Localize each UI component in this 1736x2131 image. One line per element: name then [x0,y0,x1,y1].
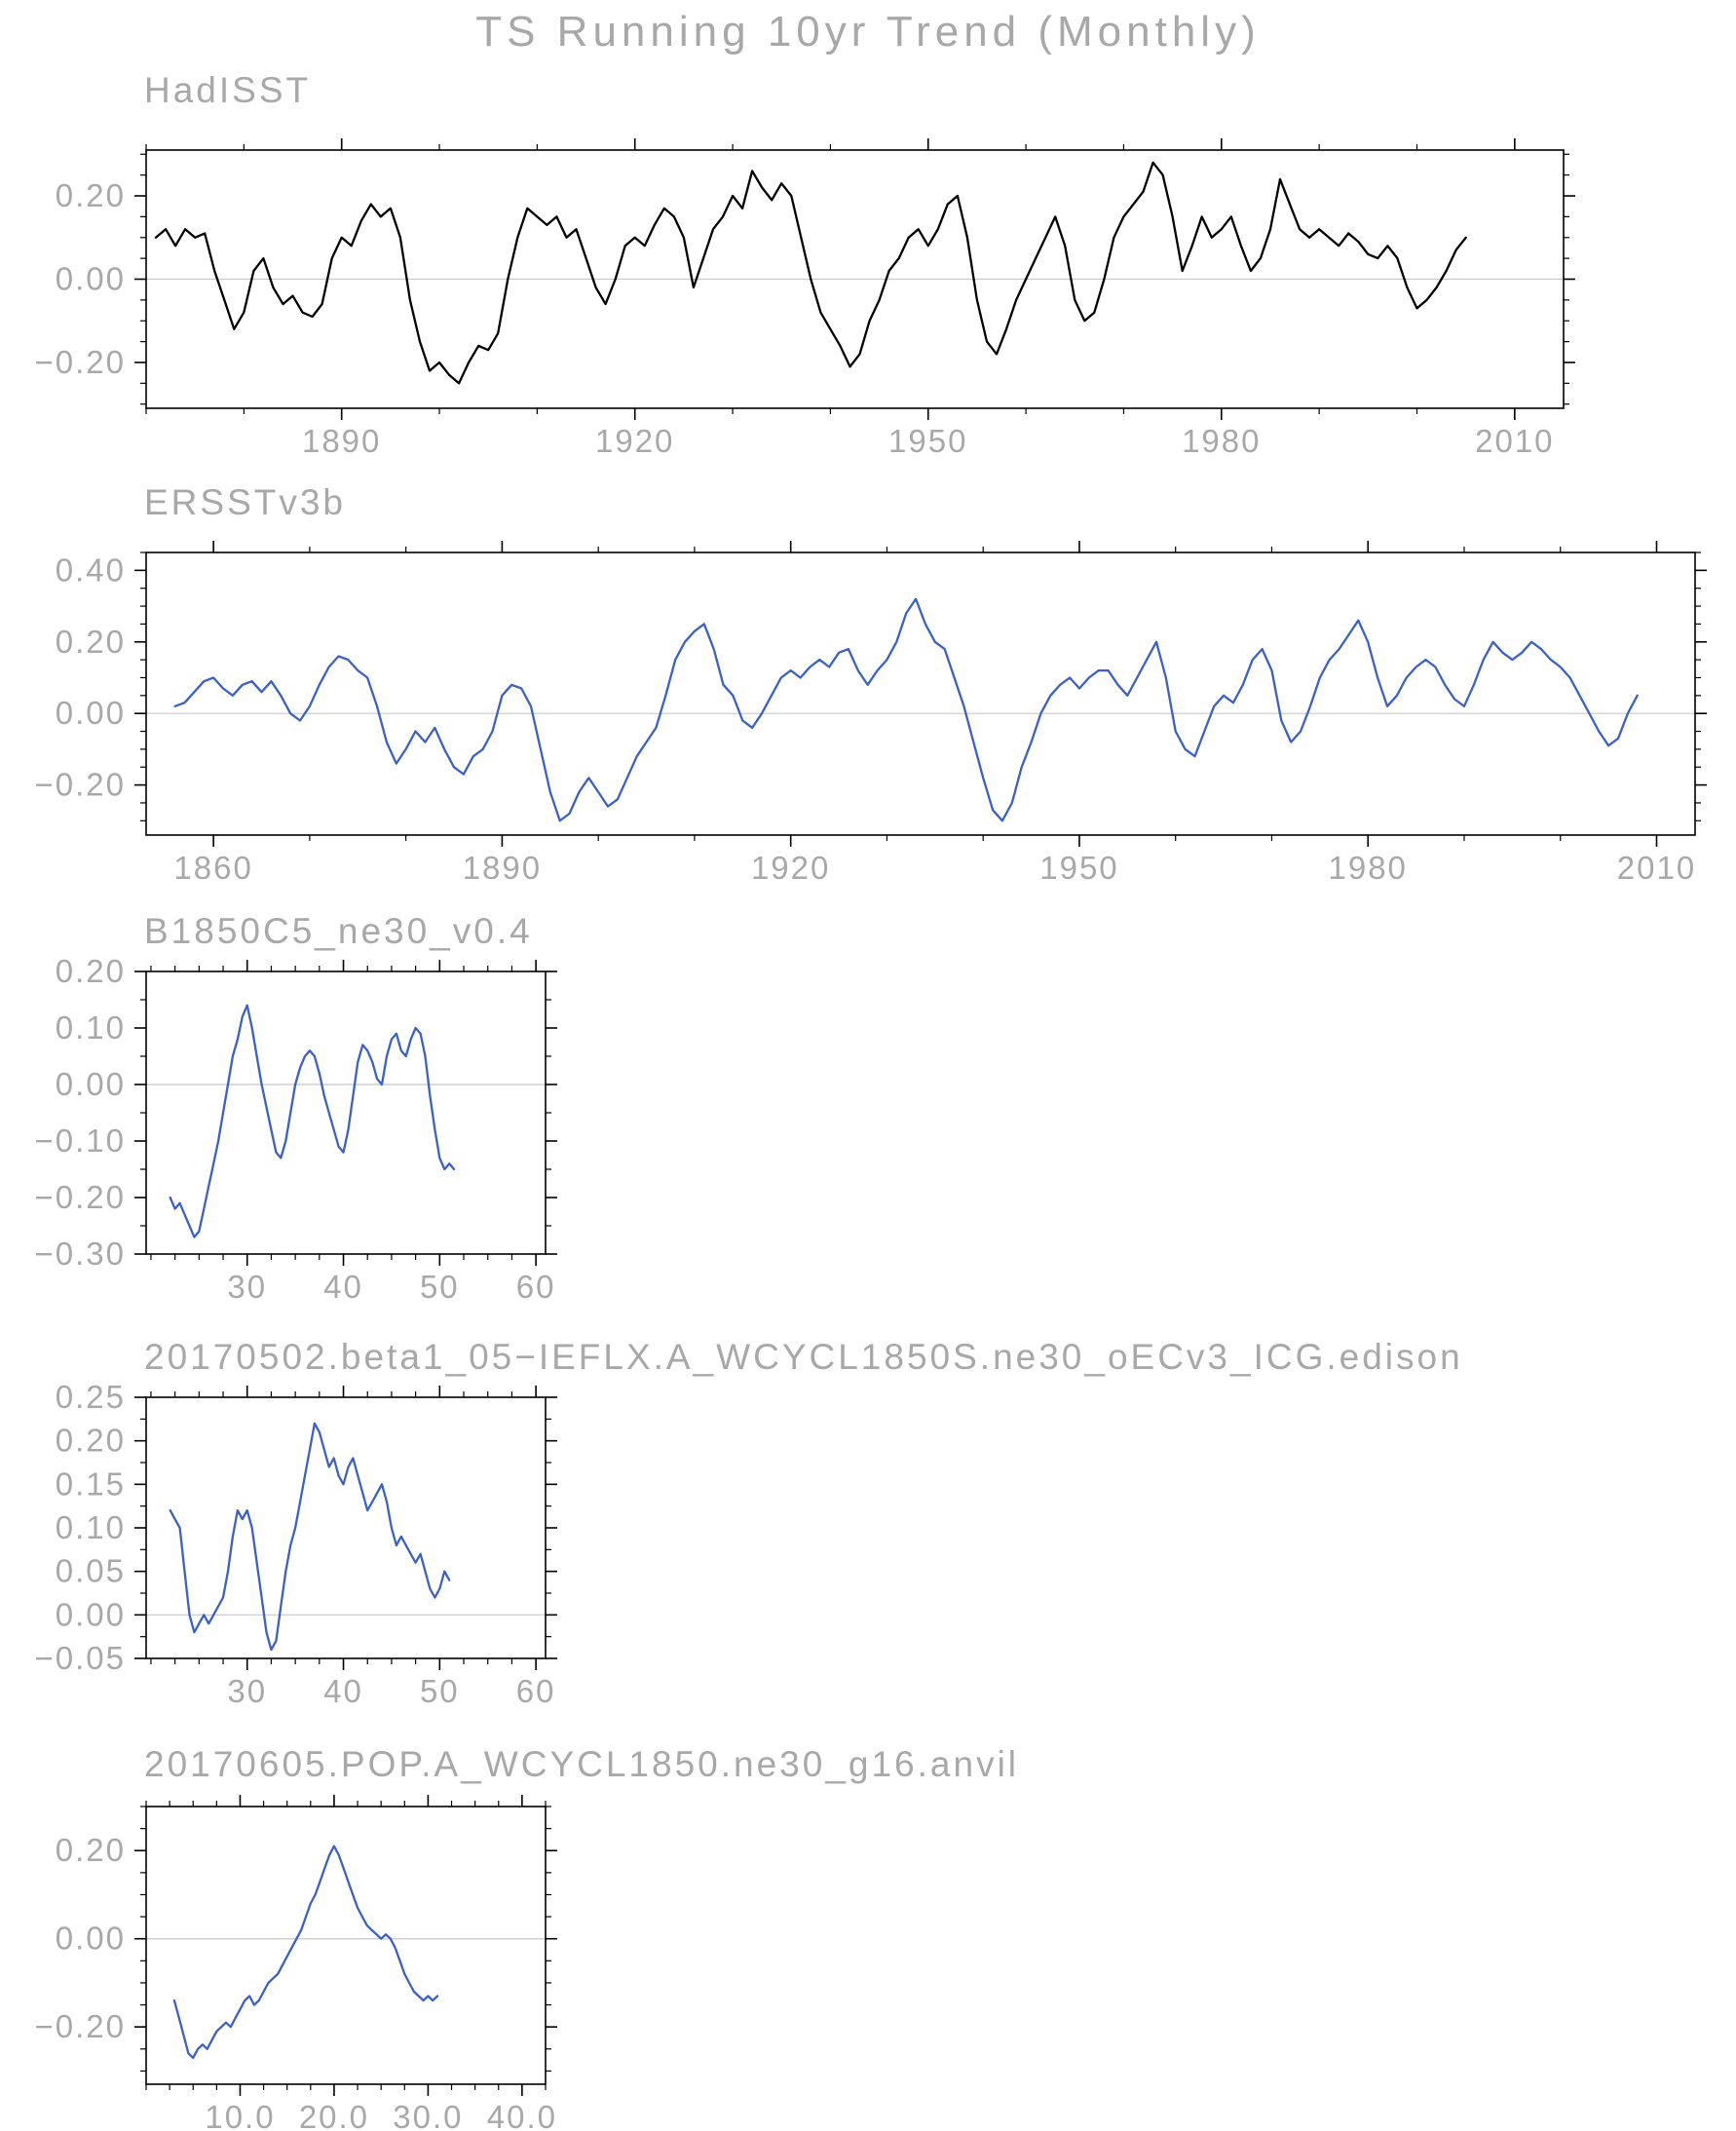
chart-b1850c5: 30 40 50 60 0.20 0.10 0.00 −0.10 −0.20 −0.30 [35,953,557,1305]
svg-text:0.00: 0.00 [56,1596,126,1632]
svg-text:0.00: 0.00 [56,1921,126,1957]
panel-label-anvil: 20170605.POP.A_WCYCL1850.ne30_g16.anvil [144,1744,1020,1784]
svg-text:50: 50 [420,1673,460,1709]
chart-anvil: 10.0 20.0 30.0 40.0 0.20 0.00 −0.20 [35,1795,557,2131]
svg-text:0.10: 0.10 [56,1509,126,1545]
svg-text:0.10: 0.10 [56,1009,126,1046]
svg-text:30.0: 30.0 [393,2099,463,2131]
panel-anvil: 20170605.POP.A_WCYCL1850.ne30_g16.anvil … [0,1744,1736,2131]
svg-text:−0.20: −0.20 [35,1179,127,1215]
svg-text:0.20: 0.20 [56,1832,126,1868]
svg-text:0.05: 0.05 [56,1553,126,1589]
panel-b1850c5: B1850C5_ne30_v0.4 30 40 50 60 0.20 0.10 0.00 −0… [0,911,1736,1320]
panel-hadisst: HadISST 1890 1920 1950 1980 2010 0.20 0.00 −0.2… [0,70,1736,504]
panel-label-hadisst: HadISST [144,70,312,110]
svg-text:1920: 1920 [595,423,674,459]
svg-text:50: 50 [420,1269,460,1305]
svg-text:0.00: 0.00 [56,1066,126,1102]
panel-label-edison: 20170502.beta1_05−IEFLX.A_WCYCL1850S.ne3… [144,1337,1463,1377]
svg-text:0.20: 0.20 [56,177,126,213]
svg-text:30: 30 [227,1673,267,1709]
svg-text:0.25: 0.25 [56,1379,126,1415]
svg-text:60: 60 [516,1673,556,1709]
svg-text:1890: 1890 [463,850,542,886]
panel-label-ersstv3b: ERSSTv3b [144,482,347,522]
svg-text:0.40: 0.40 [56,552,126,588]
svg-text:2010: 2010 [1475,423,1554,459]
figure-title: TS Running 10yr Trend (Monthly) [475,8,1261,56]
svg-text:0.20: 0.20 [56,953,126,989]
svg-text:1860: 1860 [173,850,252,886]
panel-ersstv3b: ERSSTv3b 1860 1890 1920 1950 1980 2010 0.40 0.2… [0,482,1736,935]
svg-text:1920: 1920 [751,850,830,886]
panel-edison: 20170502.beta1_05−IEFLX.A_WCYCL1850S.ne3… [0,1337,1736,1727]
svg-text:0.15: 0.15 [56,1465,126,1502]
svg-text:1950: 1950 [1039,850,1118,886]
svg-text:0.00: 0.00 [56,261,126,297]
svg-text:0.00: 0.00 [56,695,126,731]
svg-text:40: 40 [323,1269,363,1305]
svg-text:1890: 1890 [302,423,381,459]
svg-text:40: 40 [323,1673,363,1709]
svg-text:0.20: 0.20 [56,624,126,660]
svg-text:1980: 1980 [1329,850,1408,886]
svg-text:−0.05: −0.05 [35,1640,127,1676]
svg-text:0.20: 0.20 [56,1423,126,1459]
svg-text:−0.30: −0.30 [35,1236,127,1272]
svg-text:−0.20: −0.20 [35,344,127,380]
chart-hadisst: 1890 1920 1950 1980 2010 0.20 0.00 −0.20 [35,138,1575,459]
chart-edison: 30 40 50 60 0.25 0.20 0.15 0.10 0.05 0.00 −0.05 [35,1379,557,1709]
svg-text:40.0: 40.0 [487,2099,557,2131]
svg-text:−0.20: −0.20 [35,2008,127,2044]
svg-text:20.0: 20.0 [299,2099,369,2131]
svg-text:2010: 2010 [1617,850,1696,886]
svg-text:60: 60 [516,1269,556,1305]
svg-text:−0.20: −0.20 [35,767,127,803]
panel-label-b1850c5: B1850C5_ne30_v0.4 [144,911,533,951]
svg-text:1950: 1950 [888,423,967,459]
svg-text:10.0: 10.0 [205,2099,275,2131]
svg-text:−0.10: −0.10 [35,1123,127,1159]
chart-ersstv3b: 1860 1890 1920 1950 1980 2010 0.40 0.20 0.00 −0.2… [35,541,1707,886]
svg-text:1980: 1980 [1182,423,1261,459]
svg-text:30: 30 [227,1269,267,1305]
